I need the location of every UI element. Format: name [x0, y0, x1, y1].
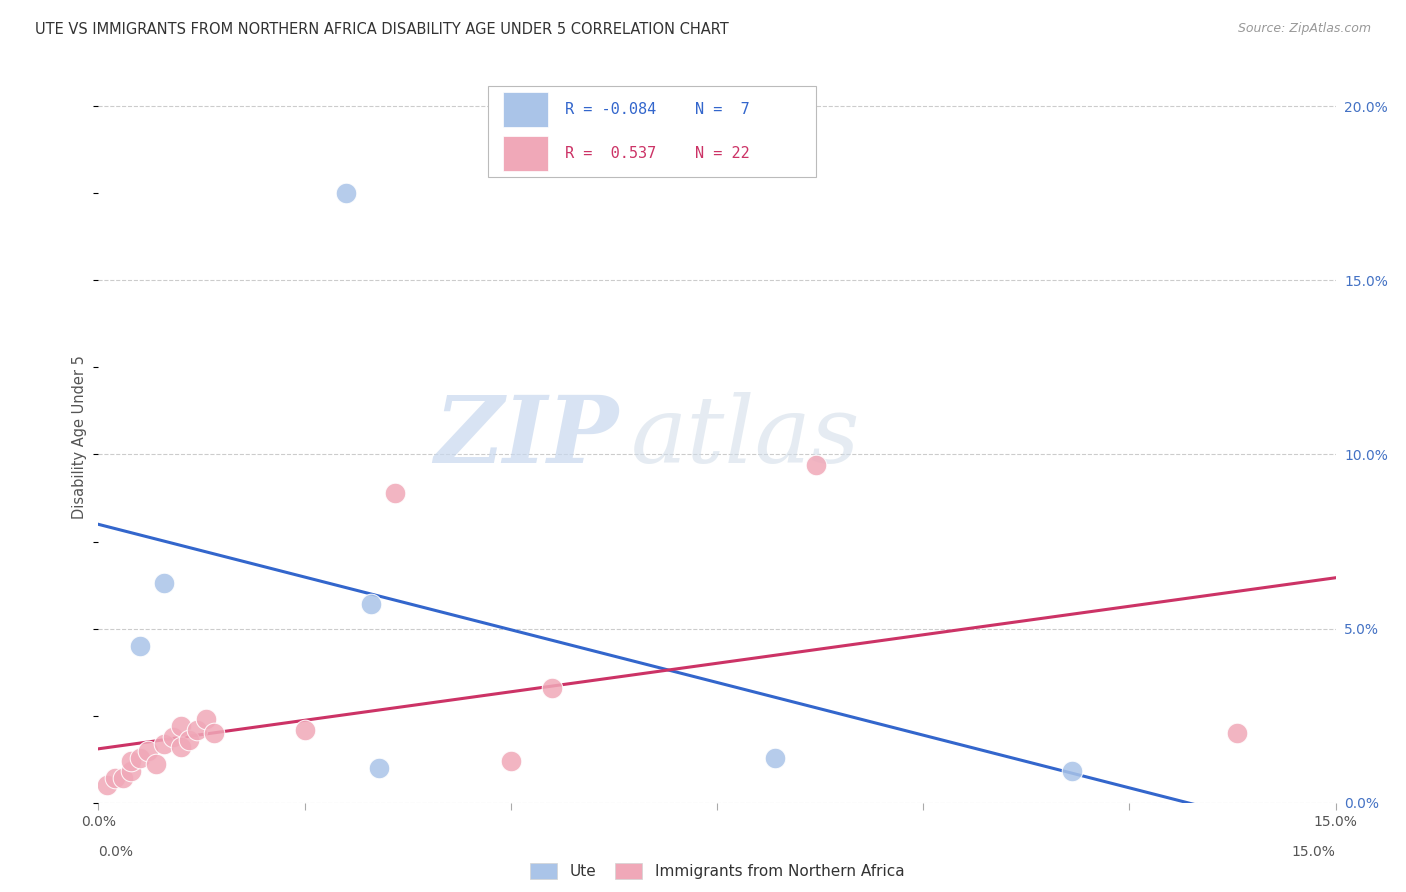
Point	[384, 485, 406, 500]
Text: R = -0.084: R = -0.084	[565, 103, 657, 117]
Point	[179, 733, 201, 747]
Bar	[503, 92, 547, 128]
Y-axis label: Disability Age Under 5: Disability Age Under 5	[72, 355, 87, 519]
Text: atlas: atlas	[630, 392, 860, 482]
Text: R =  0.537: R = 0.537	[565, 146, 657, 161]
Point	[367, 761, 389, 775]
Point	[763, 750, 786, 764]
Point	[112, 772, 135, 786]
Point	[162, 730, 184, 744]
Point	[136, 743, 159, 757]
Point	[153, 737, 176, 751]
Point	[170, 740, 193, 755]
Text: 0.0%: 0.0%	[98, 845, 134, 859]
Point	[104, 772, 127, 786]
Point	[499, 754, 522, 768]
Point	[294, 723, 316, 737]
Point	[120, 764, 142, 779]
Point	[541, 681, 564, 695]
Legend: Ute, Immigrants from Northern Africa: Ute, Immigrants from Northern Africa	[530, 863, 904, 880]
Text: Source: ZipAtlas.com: Source: ZipAtlas.com	[1237, 22, 1371, 36]
Text: ZIP: ZIP	[434, 392, 619, 482]
Point	[1060, 764, 1083, 779]
Text: N =  7: N = 7	[695, 103, 749, 117]
Point	[96, 778, 118, 792]
Point	[1226, 726, 1249, 740]
Text: N = 22: N = 22	[695, 146, 749, 161]
Bar	[503, 136, 547, 171]
Point	[804, 458, 827, 472]
Point	[128, 750, 150, 764]
Point	[128, 639, 150, 653]
Point	[120, 754, 142, 768]
Point	[170, 719, 193, 733]
Point	[194, 712, 217, 726]
Point	[186, 723, 208, 737]
Point	[335, 186, 357, 201]
FancyBboxPatch shape	[488, 86, 815, 178]
Point	[202, 726, 225, 740]
Text: 15.0%: 15.0%	[1292, 845, 1336, 859]
Text: UTE VS IMMIGRANTS FROM NORTHERN AFRICA DISABILITY AGE UNDER 5 CORRELATION CHART: UTE VS IMMIGRANTS FROM NORTHERN AFRICA D…	[35, 22, 728, 37]
Point	[145, 757, 167, 772]
Point	[153, 576, 176, 591]
Point	[360, 597, 382, 611]
